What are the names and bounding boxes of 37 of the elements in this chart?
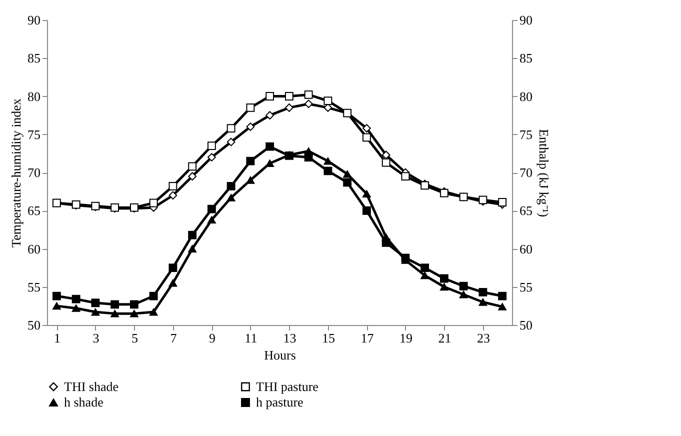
y-tick-label: 55: [28, 279, 40, 294]
x-tick-label: 19: [399, 330, 412, 346]
y-tick-label: 70: [28, 165, 40, 180]
y-tick-label: 80: [28, 88, 40, 104]
y2-tick-label: 60: [520, 241, 532, 256]
x-tick-label: 9: [208, 330, 216, 346]
x-tick-label: 7: [170, 330, 178, 346]
y-tick-label: 90: [28, 12, 40, 28]
x-tick-label: 23: [476, 330, 490, 346]
x-tick-label: 11: [244, 330, 258, 346]
y2-tick-label: 85: [520, 50, 532, 66]
x-axis-title: Hours: [264, 348, 296, 362]
y2-tick-label: 50: [520, 318, 532, 332]
x-tick-label: 15: [322, 330, 335, 346]
y2-tick-label: 70: [520, 165, 532, 180]
y2-tick-label: 75: [520, 126, 532, 142]
y2-axis-title: Enthalp (kJ kg⁻¹): [536, 128, 552, 218]
x-tick-label: 17: [360, 330, 374, 346]
y-tick-label: 85: [28, 50, 40, 66]
x-tick-label: 13: [283, 330, 296, 346]
y2-tick-label: 65: [520, 203, 532, 218]
x-tick-label: 3: [92, 330, 100, 346]
legend-label: h shade: [64, 394, 104, 410]
legend-label: THI shade: [64, 378, 119, 394]
x-tick-label: 5: [131, 330, 138, 346]
y-tick-label: 60: [28, 241, 40, 256]
y2-tick-label: 55: [520, 279, 532, 294]
y-tick-label: 65: [28, 203, 40, 218]
legend-label: h pasture: [256, 394, 304, 410]
x-tick-label: 21: [438, 330, 452, 346]
y-tick-label: 75: [28, 126, 40, 142]
y-axis-title: Temperature-humidity index: [8, 98, 24, 248]
x-tick-label: 1: [54, 330, 60, 346]
y-tick-label: 50: [28, 318, 40, 332]
y2-tick-label: 90: [520, 12, 532, 28]
legend-label: THI pasture: [256, 378, 319, 394]
y2-tick-label: 80: [520, 88, 532, 104]
